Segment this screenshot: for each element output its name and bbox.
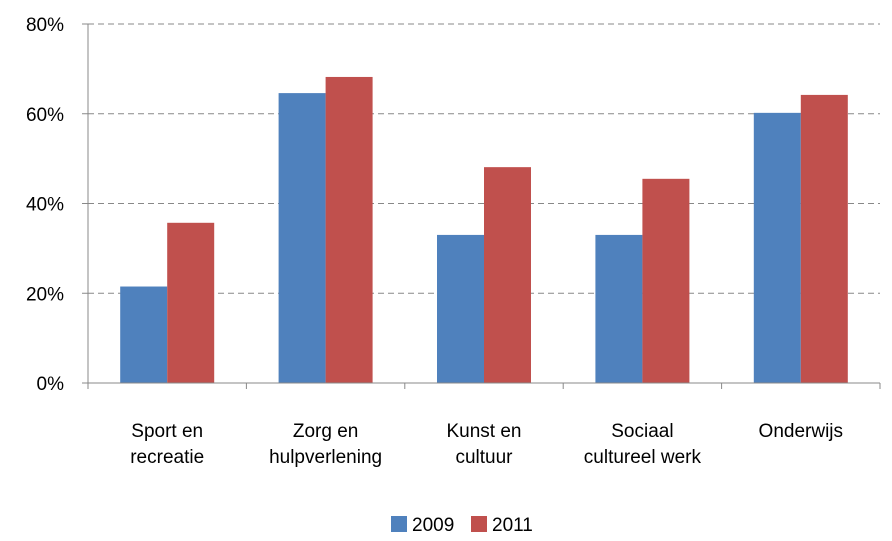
bar	[753, 112, 801, 383]
legend-label: 2011	[492, 515, 533, 536]
legend-swatch	[391, 516, 407, 532]
x-tick-label: Onderwijs	[759, 421, 843, 442]
x-tick-label: Sociaal cultureel werk	[584, 421, 702, 468]
bar	[595, 234, 643, 383]
y-tick-label: 20%	[26, 284, 64, 305]
legend-label: 2009	[412, 515, 454, 536]
bar	[325, 76, 373, 383]
bar	[800, 94, 848, 383]
y-tick-label: 0%	[37, 374, 65, 395]
legend: 2009 2011	[391, 515, 533, 536]
bar	[120, 286, 168, 383]
x-tick-label: Sport en recreatie	[130, 421, 204, 468]
y-tick-label: 60%	[26, 105, 64, 126]
y-tick-label: 40%	[26, 195, 64, 216]
bar	[484, 167, 531, 383]
x-tick-label: Zorg en hulpverlening	[269, 421, 382, 468]
bar	[278, 93, 326, 384]
legend-swatch	[471, 516, 487, 532]
bar	[642, 178, 690, 383]
bar	[167, 222, 215, 383]
x-tick-label: Kunst en cultuur	[447, 421, 522, 468]
bar	[437, 234, 484, 383]
y-tick-label: 80%	[26, 15, 64, 36]
